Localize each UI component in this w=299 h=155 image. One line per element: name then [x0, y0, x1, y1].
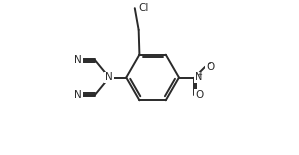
Text: +: + — [196, 72, 202, 78]
Text: -: - — [208, 59, 211, 68]
Text: N: N — [74, 90, 82, 100]
Text: N: N — [195, 73, 203, 82]
Text: O: O — [206, 62, 214, 72]
Text: N: N — [74, 55, 82, 65]
Text: O: O — [195, 90, 204, 100]
Text: Cl: Cl — [139, 3, 149, 13]
Text: N: N — [105, 73, 113, 82]
